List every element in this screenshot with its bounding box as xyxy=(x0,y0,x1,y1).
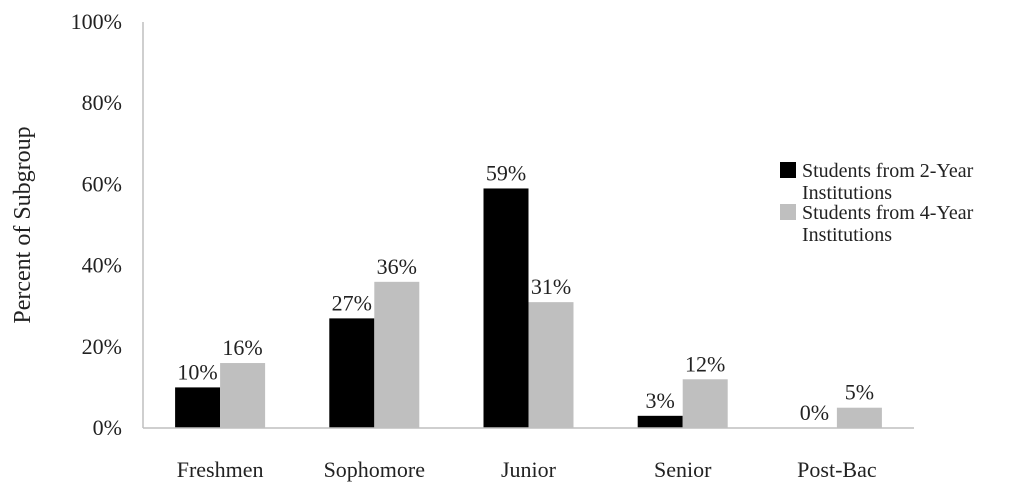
y-tick-label: 20% xyxy=(82,334,122,359)
bar xyxy=(682,379,728,428)
bar xyxy=(374,281,420,428)
y-axis-ticks: 0% 20% 40% 60% 80% 100% xyxy=(71,9,122,440)
x-category-label: Junior xyxy=(501,457,557,482)
data-label: 10% xyxy=(177,359,217,384)
bar xyxy=(175,387,221,428)
data-label: 5% xyxy=(845,380,874,405)
legend-label: Institutions xyxy=(802,182,892,204)
bar xyxy=(483,188,529,428)
legend-label: Students from 4-Year xyxy=(802,202,974,224)
y-tick-label: 40% xyxy=(82,253,122,278)
legend-swatch xyxy=(780,162,796,178)
x-category-label: Sophomore xyxy=(324,457,425,482)
data-label: 12% xyxy=(685,351,725,376)
data-labels: 10%16% 27%36% 59% 31% 3% 12% 0% 5% xyxy=(177,160,874,425)
bar xyxy=(220,363,266,428)
y-tick-label: 100% xyxy=(71,9,122,34)
data-label: 3% xyxy=(646,388,675,413)
legend-label: Students from 2-Year xyxy=(802,160,974,182)
data-label: 16% xyxy=(222,335,262,360)
data-label: 31% xyxy=(531,274,571,299)
bars xyxy=(175,188,882,428)
legend: Students from 2-YearInstitutionsStudents… xyxy=(780,160,974,246)
legend-label: Institutions xyxy=(802,224,892,246)
bar xyxy=(836,407,882,428)
x-category-label: Freshmen xyxy=(177,457,264,482)
y-tick-label: 80% xyxy=(82,90,122,115)
y-axis-title: Percent of Subgroup xyxy=(10,126,36,323)
y-tick-label: 0% xyxy=(93,415,122,440)
legend-swatch xyxy=(780,204,796,220)
x-axis-labels: Freshmen Sophomore Junior Senior Post-Bac xyxy=(177,457,877,482)
data-label: 36% xyxy=(377,254,417,279)
bar xyxy=(329,318,375,428)
bar xyxy=(637,415,683,428)
y-tick-label: 60% xyxy=(82,171,122,196)
data-label: 27% xyxy=(332,290,372,315)
bar xyxy=(528,302,574,428)
data-label: 0% xyxy=(800,400,829,425)
x-category-label: Post-Bac xyxy=(797,457,877,482)
x-category-label: Senior xyxy=(654,457,712,482)
data-label: 59% xyxy=(486,160,526,185)
